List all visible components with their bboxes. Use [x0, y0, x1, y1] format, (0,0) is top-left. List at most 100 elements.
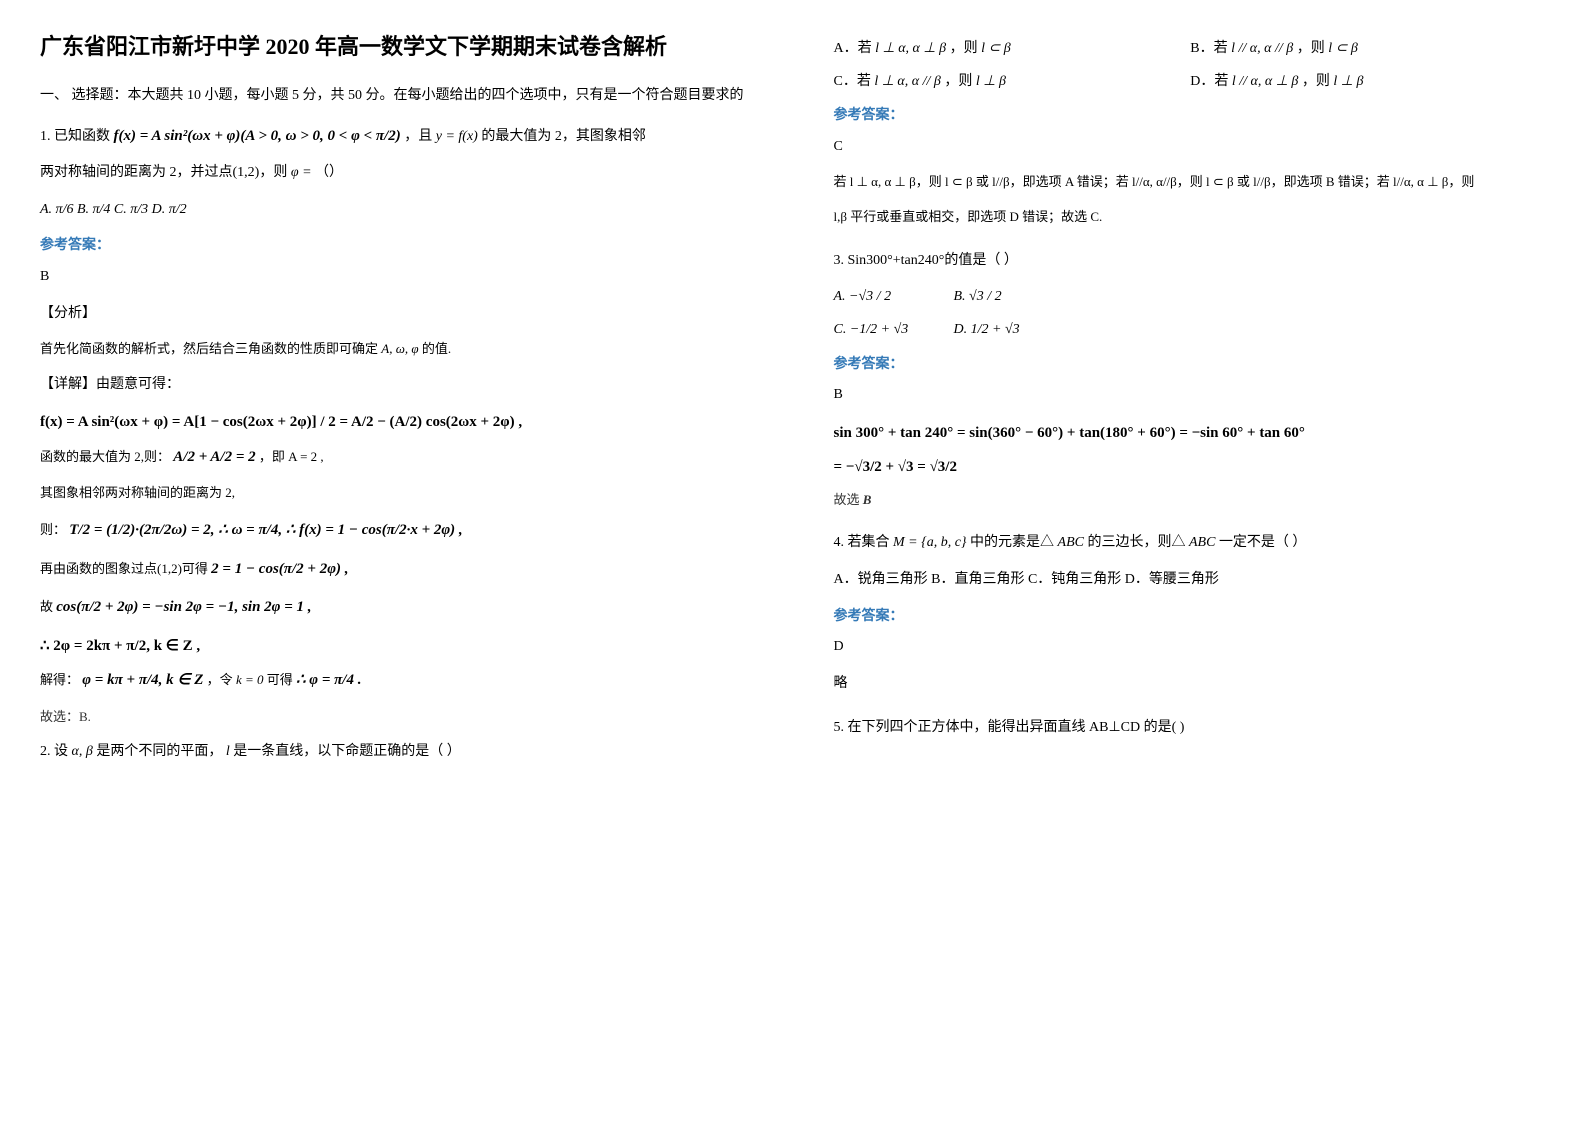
q1-detail-8f: φ = kπ + π/4, k ∈ Z	[82, 672, 203, 688]
q3-options-row1: A. −√3 / 2 B. √3 / 2	[834, 284, 1548, 311]
q4-answer: D	[834, 634, 1548, 661]
q4-stem-a: 4. 若集合	[834, 535, 890, 550]
q3-optA: A. −√3 / 2	[834, 284, 954, 311]
q4-stem-d: 一定不是（ ）	[1219, 535, 1307, 550]
q2-optD-f2: l ⊥ β	[1333, 74, 1363, 89]
q1-detail-2: 函数的最大值为 2,则： A/2 + A/2 = 2 ，即 A = 2 ,	[40, 443, 754, 472]
q4-stem-b: 中的元素是△	[970, 535, 1054, 550]
section-intro: 一、 选择题：本大题共 10 小题，每小题 5 分，共 50 分。在每小题给出的…	[40, 83, 754, 110]
q1-detail-4: 则： T/2 = (1/2)·(2π/2ω) = 2, ∴ ω = π/4, ∴…	[40, 516, 754, 545]
q1-detail-header: 【详解】由题意可得：	[40, 372, 754, 399]
q1-stem-prefix: 1. 已知函数	[40, 129, 110, 144]
q1-detail-2b: ，即 A = 2 ,	[259, 449, 324, 464]
q1-line2-phi: φ =	[291, 165, 312, 180]
q2-optD-b: ，则	[1302, 74, 1330, 89]
q3-stem: 3. Sin300°+tan240°的值是（ ）	[834, 248, 1548, 275]
q1-analysis-1: 首先化简函数的解析式，然后结合三角函数的性质即可确定 A, ω, φ 的值.	[40, 337, 754, 362]
q1: 1. 已知函数 f(x) = A sin²(ωx + φ)(A > 0, ω >…	[40, 122, 754, 151]
q1-detail-5: 再由函数的图象过点(1,2)可得 2 = 1 − cos(π/2 + 2φ) ,	[40, 555, 754, 584]
q1-analysis-header: 【分析】	[40, 301, 754, 328]
q2-optC: C．若 l ⊥ α, α // β ，则 l ⊥ β	[834, 69, 1191, 96]
q3-end-f: B	[863, 492, 872, 507]
q2-optB-b: ，则	[1297, 41, 1325, 56]
q1-analysis-1-s: 的值.	[422, 341, 451, 356]
page-root: 广东省阳江市新圩中学 2020 年高一数学文下学期期末试卷含解析 一、 选择题：…	[0, 0, 1587, 1122]
q2-optB-f2: l ⊂ β	[1328, 41, 1358, 56]
q4-stem: 4. 若集合 M = {a, b, c} 中的元素是△ ABC 的三边长，则△ …	[834, 530, 1548, 557]
q1-detail-f1: f(x) = A sin²(ωx + φ) = A[1 − cos(2ωx + …	[40, 408, 754, 437]
q2-optA-f: l ⊥ α, α ⊥ β	[875, 41, 946, 56]
q2-optB-a: B．若	[1190, 41, 1227, 56]
q1-detail-5f: 2 = 1 − cos(π/2 + 2φ) ,	[211, 561, 348, 577]
q2-optD: D．若 l // α, α ⊥ β ，则 l ⊥ β	[1190, 69, 1547, 96]
q3-answer: B	[834, 382, 1548, 409]
q3-options-row2: C. −1/2 + √3 D. 1/2 + √3	[834, 317, 1548, 344]
q1-detail-2f: A/2 + A/2 = 2	[173, 449, 255, 465]
q2-optC-b: ，则	[944, 74, 972, 89]
q3-calc2: = −√3/2 + √3 = √3/2	[834, 453, 1548, 482]
q1-formula-2: y = f(x)	[436, 129, 478, 144]
q2-optB: B．若 l // α, α // β ，则 l ⊂ β	[1190, 36, 1547, 63]
q1-detail-8: 解得： φ = kπ + π/4, k ∈ Z ，令 k = 0 可得 ∴ φ …	[40, 666, 754, 695]
q3-optB: B. √3 / 2	[954, 284, 1074, 311]
q4-options: A．锐角三角形 B．直角三角形 C．钝角三角形 D．等腰三角形	[834, 567, 1548, 594]
q3-optD: D. 1/2 + √3	[954, 317, 1074, 344]
q1-analysis-1-f: A, ω, φ	[381, 341, 418, 356]
doc-title: 广东省阳江市新圩中学 2020 年高一数学文下学期期末试卷含解析	[40, 30, 754, 63]
q2-optB-f: l // α, α // β	[1231, 41, 1293, 56]
q2-expl: 若 l ⊥ α, α ⊥ β，则 l ⊂ β 或 l//β，即选项 A 错误；若…	[834, 170, 1548, 195]
q1-answer: B	[40, 264, 754, 291]
q4-expl: 略	[834, 671, 1548, 698]
q1-detail-6f: cos(π/2 + 2φ) = −sin 2φ = −1, sin 2φ = 1…	[56, 599, 311, 615]
q1-line2-end: （）	[315, 165, 343, 180]
q1-detail-8f3: ∴ φ = π/4 .	[296, 672, 361, 688]
left-column: 广东省阳江市新圩中学 2020 年高一数学文下学期期末试卷含解析 一、 选择题：…	[0, 0, 794, 1122]
right-column: A．若 l ⊥ α, α ⊥ β ，则 l ⊂ β B．若 l // α, α …	[794, 0, 1587, 1122]
q4-stem-f: M = {a, b, c}	[893, 535, 967, 550]
q2-options-row2: C．若 l ⊥ α, α // β ，则 l ⊥ β D．若 l // α, α…	[834, 69, 1548, 96]
q2-stem: 2. 设 α, β 是两个不同的平面， l 是一条直线，以下命题正确的是（ ）	[40, 739, 754, 766]
q1-detail-6a: 故	[40, 599, 53, 614]
q1-line2: 两对称轴间的距离为 2，并过点(1,2)，则 φ = （）	[40, 160, 754, 187]
q1-stem-mid: ，且	[404, 129, 432, 144]
q5-stem: 5. 在下列四个正方体中，能得出异面直线 AB⊥CD 的是( )	[834, 715, 1548, 742]
q2-options-row1: A．若 l ⊥ α, α ⊥ β ，则 l ⊂ β B．若 l // α, α …	[834, 36, 1548, 63]
q2-stem-f: α, β	[72, 744, 93, 759]
q1-detail-7f: ∴ 2φ = 2kπ + π/2, k ∈ Z ,	[40, 632, 754, 661]
q1-detail-4a: 则：	[40, 522, 66, 537]
q2-optA: A．若 l ⊥ α, α ⊥ β ，则 l ⊂ β	[834, 36, 1191, 63]
q3-optC: C. −1/2 + √3	[834, 317, 954, 344]
q1-detail-5a: 再由函数的图象过点(1,2)可得	[40, 561, 208, 576]
q1-stem-suffix: 的最大值为 2，其图象相邻	[481, 129, 646, 144]
q1-detail-2a: 函数的最大值为 2,则：	[40, 449, 170, 464]
q4-stem-f3: ABC	[1189, 535, 1215, 550]
q2-answer: C	[834, 134, 1548, 161]
q1-detail-4f: T/2 = (1/2)·(2π/2ω) = 2, ∴ ω = π/4, ∴ f(…	[69, 522, 462, 538]
q2-optA-b: ，则	[950, 41, 978, 56]
q1-detail-8f2: k = 0	[236, 672, 264, 687]
q3-end: 故选 B	[834, 488, 1548, 513]
q1-analysis-1-text: 首先化简函数的解析式，然后结合三角函数的性质即可确定	[40, 341, 378, 356]
q1-detail-8a: 解得：	[40, 672, 79, 687]
q3-calc1: sin 300° + tan 240° = sin(360° − 60°) + …	[834, 419, 1548, 448]
q4-stem-f2: ABC	[1058, 535, 1084, 550]
q2-stem-a: 2. 设	[40, 744, 68, 759]
q3-answer-label: 参考答案：	[834, 352, 1548, 379]
q4-answer-label: 参考答案：	[834, 604, 1548, 631]
q2-optC-a: C．若	[834, 74, 871, 89]
q2-stem-b: 是两个不同的平面，	[96, 744, 222, 759]
q1-line2-text: 两对称轴间的距离为 2，并过点(1,2)，则	[40, 165, 287, 180]
q2-optA-f2: l ⊂ β	[981, 41, 1011, 56]
q1-detail-8b: ，令	[207, 672, 233, 687]
q2-optA-a: A．若	[834, 41, 872, 56]
q1-formula-1: f(x) = A sin²(ωx + φ)(A > 0, ω > 0, 0 < …	[114, 128, 401, 144]
q2-stem-f2: l	[226, 744, 230, 759]
q3-end-a: 故选	[834, 492, 860, 507]
q2-expl2: l,β 平行或垂直或相交，即选项 D 错误；故选 C.	[834, 205, 1548, 230]
q1-detail-9: 故选：B.	[40, 705, 754, 730]
q2-optD-f: l // α, α ⊥ β	[1232, 74, 1299, 89]
q1-detail-3: 其图象相邻两对称轴间的距离为 2,	[40, 481, 754, 506]
q2-stem-c: 是一条直线，以下命题正确的是（ ）	[233, 744, 461, 759]
q1-options: A. π/6 B. π/4 C. π/3 D. π/2	[40, 197, 754, 224]
q4-stem-c: 的三边长，则△	[1087, 535, 1185, 550]
